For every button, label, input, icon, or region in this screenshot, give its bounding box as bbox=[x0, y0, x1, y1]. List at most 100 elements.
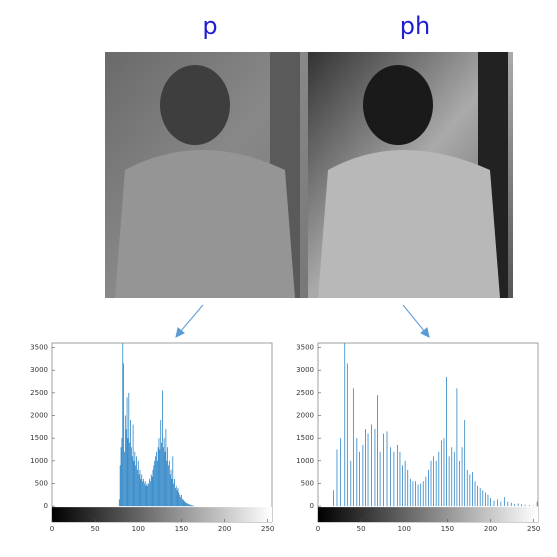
bar bbox=[160, 420, 161, 506]
bar bbox=[377, 395, 378, 506]
bar bbox=[413, 481, 414, 506]
bar bbox=[482, 490, 483, 506]
bar bbox=[184, 502, 185, 507]
x-tick-label: 0 bbox=[50, 525, 54, 533]
bar bbox=[126, 429, 127, 506]
bar bbox=[383, 434, 384, 507]
bar bbox=[477, 486, 478, 506]
bar bbox=[134, 461, 135, 506]
bar bbox=[157, 461, 158, 506]
bar bbox=[134, 452, 135, 506]
bar bbox=[400, 452, 401, 506]
x-tick-label: 0 bbox=[316, 525, 320, 533]
bar bbox=[140, 479, 141, 506]
bar bbox=[125, 416, 126, 507]
bar bbox=[147, 483, 148, 506]
x-tick-label: 200 bbox=[218, 525, 231, 533]
bar bbox=[174, 479, 175, 506]
bar bbox=[179, 495, 180, 506]
bar bbox=[156, 452, 157, 506]
bar bbox=[475, 481, 476, 506]
bar bbox=[145, 481, 146, 506]
bar bbox=[123, 363, 124, 506]
bar bbox=[436, 461, 437, 506]
bar bbox=[511, 503, 512, 507]
bar bbox=[365, 429, 366, 506]
bar bbox=[415, 481, 416, 506]
bar bbox=[172, 479, 173, 506]
bar bbox=[169, 461, 170, 506]
chart-title: ph bbox=[400, 12, 430, 40]
bar bbox=[431, 461, 432, 506]
bar bbox=[187, 503, 188, 506]
bar bbox=[190, 505, 191, 506]
bar bbox=[168, 465, 169, 506]
bar bbox=[151, 474, 152, 506]
y-tick-label: 500 bbox=[35, 479, 48, 487]
y-tick-label: 1000 bbox=[30, 457, 48, 465]
bar bbox=[420, 483, 421, 506]
bar bbox=[183, 499, 184, 506]
bar bbox=[149, 479, 150, 506]
bar bbox=[186, 503, 187, 506]
bar bbox=[121, 438, 122, 506]
bar bbox=[529, 505, 530, 506]
bar bbox=[333, 490, 334, 506]
bar bbox=[129, 443, 130, 506]
x-tick-label: 100 bbox=[398, 525, 411, 533]
bar bbox=[451, 447, 452, 506]
bar bbox=[525, 505, 526, 506]
bar bbox=[147, 486, 148, 506]
bar bbox=[405, 461, 406, 506]
bar bbox=[176, 486, 177, 506]
x-tick-label: 100 bbox=[132, 525, 145, 533]
bar bbox=[192, 505, 193, 506]
image-p bbox=[105, 52, 308, 298]
bar bbox=[394, 452, 395, 506]
bar bbox=[155, 456, 156, 506]
bar bbox=[501, 502, 502, 507]
colorbar bbox=[318, 507, 538, 522]
x-tick-label: 150 bbox=[175, 525, 188, 533]
bar bbox=[375, 429, 376, 506]
y-tick-label: 0 bbox=[310, 502, 314, 510]
bar bbox=[428, 470, 429, 506]
y-tick-label: 1500 bbox=[296, 434, 314, 442]
bar bbox=[175, 488, 176, 506]
bar bbox=[128, 393, 129, 506]
bar bbox=[184, 501, 185, 506]
bar bbox=[181, 495, 182, 506]
x-tick-label: 200 bbox=[484, 525, 497, 533]
bar bbox=[133, 425, 134, 507]
bar bbox=[182, 499, 183, 506]
bar bbox=[521, 504, 522, 506]
bar bbox=[164, 438, 165, 506]
bar bbox=[353, 388, 354, 506]
bar bbox=[153, 465, 154, 506]
bar bbox=[120, 465, 121, 506]
x-tick-label: 150 bbox=[441, 525, 454, 533]
bar bbox=[141, 474, 142, 506]
bar bbox=[507, 502, 508, 507]
bar bbox=[514, 504, 515, 506]
bar bbox=[152, 477, 153, 506]
bar bbox=[165, 429, 166, 506]
bar bbox=[159, 449, 160, 506]
bar bbox=[425, 477, 426, 506]
bar bbox=[142, 481, 143, 506]
image-ph bbox=[308, 52, 513, 298]
bar bbox=[171, 470, 172, 506]
y-tick-label: 1500 bbox=[30, 434, 48, 442]
bar bbox=[490, 498, 491, 506]
bar bbox=[446, 377, 447, 506]
bar bbox=[132, 456, 133, 506]
bar bbox=[191, 505, 192, 506]
bar bbox=[359, 452, 360, 506]
bar bbox=[161, 443, 162, 506]
bar bbox=[438, 452, 439, 506]
arrows bbox=[176, 305, 429, 337]
bar bbox=[178, 493, 179, 507]
bar bbox=[180, 497, 181, 506]
bar bbox=[137, 470, 138, 506]
